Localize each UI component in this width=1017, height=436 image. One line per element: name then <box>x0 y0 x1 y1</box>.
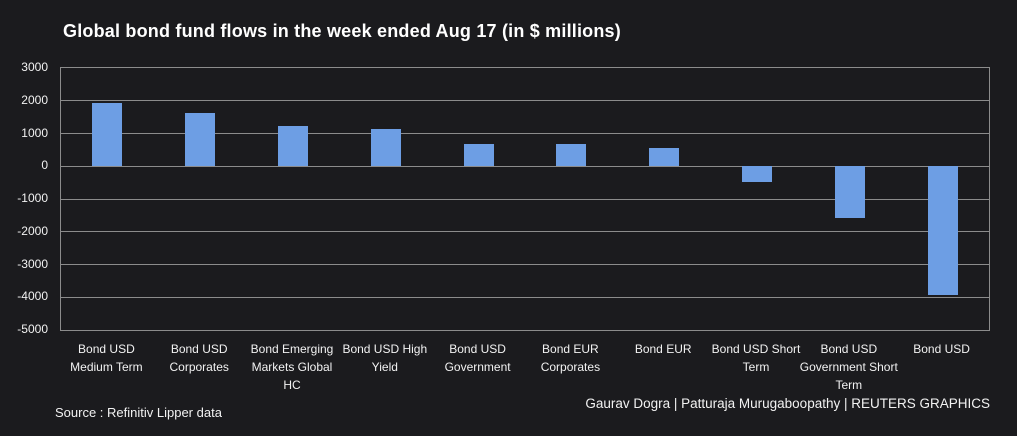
x-category-label: Bond USD Corporates <box>169 342 229 374</box>
bar <box>649 148 680 167</box>
gridline <box>61 133 989 134</box>
y-tick-label: 0 <box>41 158 48 173</box>
y-tick-label: -4000 <box>17 289 48 304</box>
x-category-label: Bond USD Government Short Term <box>799 342 898 392</box>
gridline <box>61 100 989 102</box>
x-category-label: Bond USD Short Term <box>711 342 801 374</box>
gridline <box>61 231 989 233</box>
y-tick-label: 2000 <box>21 92 48 107</box>
chart-title: Global bond fund flows in the week ended… <box>63 21 621 41</box>
gridline <box>61 296 989 298</box>
y-tick-label: -1000 <box>17 191 48 205</box>
gridline <box>61 165 989 167</box>
y-tick-label: 1000 <box>21 125 48 140</box>
gridline <box>61 198 989 200</box>
y-tick-label: -5000 <box>17 322 48 336</box>
bar <box>742 166 772 182</box>
bar <box>278 126 308 167</box>
bar <box>927 166 958 295</box>
bar <box>834 166 865 218</box>
y-tick-label: -2000 <box>17 223 48 238</box>
x-category-label: Bond Emerging Markets Global HC <box>250 342 334 392</box>
bar <box>370 128 401 167</box>
bar <box>92 103 123 167</box>
x-category-label: Bond EUR Corporates <box>540 342 601 374</box>
bar <box>463 143 494 167</box>
credit-note: Gaurav Dogra | Patturaja Murugaboopathy … <box>585 396 990 411</box>
x-category-label: Bond EUR <box>634 342 692 356</box>
y-tick-label: -3000 <box>17 256 48 271</box>
source-note: Source : Refinitiv Lipper data <box>55 405 222 420</box>
plot-area <box>60 67 990 331</box>
bar <box>185 113 216 167</box>
x-category-label: Bond USD Medium Term <box>70 342 143 374</box>
bar <box>556 143 587 167</box>
x-category-label: Bond USD <box>913 342 970 356</box>
x-axis-category-labels: Bond USD Medium Term Bond USD Corporates B… <box>60 340 990 400</box>
gridline <box>61 264 989 265</box>
y-tick-label: 3000 <box>21 60 48 74</box>
x-category-label: Bond USD Government <box>444 342 511 374</box>
x-category-label: Bond USD High Yield <box>342 342 428 374</box>
